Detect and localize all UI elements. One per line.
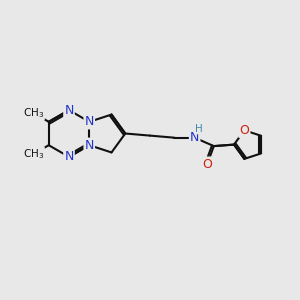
Text: N: N: [64, 103, 74, 117]
Text: H: H: [195, 124, 203, 134]
Text: O: O: [239, 124, 249, 137]
Text: O: O: [202, 158, 212, 171]
Text: N: N: [85, 115, 94, 128]
Text: N: N: [190, 131, 199, 144]
Text: N: N: [85, 139, 94, 152]
Text: N: N: [64, 150, 74, 164]
Text: CH$_3$: CH$_3$: [23, 106, 44, 120]
Text: CH$_3$: CH$_3$: [23, 147, 44, 161]
